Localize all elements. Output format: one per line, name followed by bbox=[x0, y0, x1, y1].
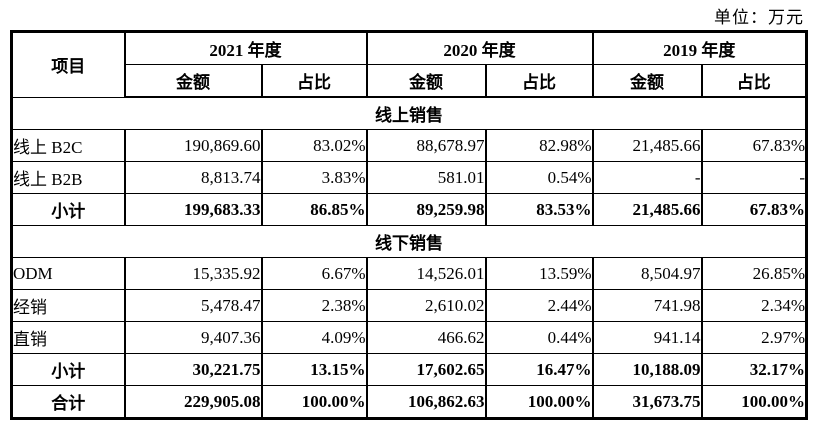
amount-2019-cell: 21,485.66 bbox=[591, 129, 703, 162]
amount-2020-cell: 466.62 bbox=[365, 321, 487, 354]
ratio-2021-cell: 13.15% bbox=[260, 353, 368, 386]
amount-2021-cell: 5,478.47 bbox=[123, 289, 263, 322]
amount-2019-cell: 10,188.09 bbox=[591, 353, 703, 386]
col-header-year-2020: 2020 年度 bbox=[365, 31, 594, 65]
amount-2020-cell: 17,602.65 bbox=[365, 353, 487, 386]
table-row-grand-total: 合计 229,905.08 100.00% 106,862.63 100.00%… bbox=[10, 385, 808, 419]
amount-2020-cell: 88,678.97 bbox=[365, 129, 487, 162]
row-label: 小计 bbox=[10, 193, 126, 226]
col-header-year-2019: 2019 年度 bbox=[591, 31, 808, 65]
header-row-metrics: 金额 占比 金额 占比 金额 占比 bbox=[12, 64, 808, 98]
table-row-online-subtotal: 小计 199,683.33 86.85% 89,259.98 83.53% 21… bbox=[10, 193, 808, 226]
amount-2020-cell: 106,862.63 bbox=[365, 385, 487, 419]
ratio-2021-cell: 3.83% bbox=[260, 161, 368, 194]
row-label: 经销 bbox=[10, 289, 126, 322]
row-label: ODM bbox=[10, 257, 126, 290]
table-row-online-b2b: 线上 B2B 8,813.74 3.83% 581.01 0.54% - - bbox=[10, 161, 808, 194]
col-header-ratio-2020: 占比 bbox=[484, 64, 594, 98]
table-row-odm: ODM 15,335.92 6.67% 14,526.01 13.59% 8,5… bbox=[10, 257, 808, 290]
col-header-item: 项目 bbox=[10, 31, 126, 98]
amount-2020-cell: 14,526.01 bbox=[365, 257, 487, 290]
section-title: 线上销售 bbox=[10, 96, 808, 130]
section-header-offline-sales: 线下销售 bbox=[10, 225, 808, 258]
table-row-direct-sales: 直销 9,407.36 4.09% 466.62 0.44% 941.14 2.… bbox=[10, 321, 808, 354]
ratio-2019-cell: 67.83% bbox=[700, 129, 808, 162]
section-header-online-sales: 线上销售 bbox=[10, 96, 808, 130]
col-header-ratio-2021: 占比 bbox=[260, 64, 368, 98]
ratio-2019-cell: 26.85% bbox=[700, 257, 808, 290]
ratio-2020-cell: 2.44% bbox=[484, 289, 594, 322]
table-row-offline-subtotal: 小计 30,221.75 13.15% 17,602.65 16.47% 10,… bbox=[10, 353, 808, 386]
row-label: 小计 bbox=[10, 353, 126, 386]
ratio-2019-cell: - bbox=[700, 161, 808, 194]
ratio-2021-cell: 2.38% bbox=[260, 289, 368, 322]
amount-2019-cell: 741.98 bbox=[591, 289, 703, 322]
row-label: 合计 bbox=[10, 385, 126, 419]
ratio-2019-cell: 2.97% bbox=[700, 321, 808, 354]
ratio-2020-cell: 16.47% bbox=[484, 353, 594, 386]
col-header-ratio-2019: 占比 bbox=[700, 64, 808, 98]
amount-2019-cell: 8,504.97 bbox=[591, 257, 703, 290]
row-label: 线上 B2B bbox=[10, 161, 126, 194]
amount-2019-cell: 21,485.66 bbox=[591, 193, 703, 226]
header-row-years: 项目 2021 年度 2020 年度 2019 年度 bbox=[10, 31, 808, 98]
section-title: 线下销售 bbox=[10, 225, 808, 258]
col-header-amount-2019: 金额 bbox=[591, 64, 703, 98]
amount-2021-cell: 190,869.60 bbox=[123, 129, 263, 162]
ratio-2019-cell: 100.00% bbox=[700, 385, 808, 419]
row-label: 线上 B2C bbox=[10, 129, 126, 162]
unit-label: 单位：万元 bbox=[714, 8, 804, 27]
amount-2019-cell: 941.14 bbox=[591, 321, 703, 354]
ratio-2020-cell: 83.53% bbox=[484, 193, 594, 226]
ratio-2020-cell: 100.00% bbox=[484, 385, 594, 419]
amount-2021-cell: 15,335.92 bbox=[123, 257, 263, 290]
amount-2020-cell: 2,610.02 bbox=[365, 289, 487, 322]
amount-2019-cell: 31,673.75 bbox=[591, 385, 703, 419]
amount-2021-cell: 199,683.33 bbox=[123, 193, 263, 226]
ratio-2021-cell: 100.00% bbox=[260, 385, 368, 419]
amount-2021-cell: 30,221.75 bbox=[123, 353, 263, 386]
amount-2020-cell: 581.01 bbox=[365, 161, 487, 194]
ratio-2019-cell: 67.83% bbox=[700, 193, 808, 226]
ratio-2020-cell: 82.98% bbox=[484, 129, 594, 162]
row-label: 直销 bbox=[10, 321, 126, 354]
amount-2021-cell: 229,905.08 bbox=[123, 385, 263, 419]
amount-2020-cell: 89,259.98 bbox=[365, 193, 487, 226]
ratio-2021-cell: 6.67% bbox=[260, 257, 368, 290]
sales-channel-table: 项目 2021 年度 2020 年度 2019 年度 金额 占比 金额 占比 金… bbox=[10, 30, 808, 420]
ratio-2019-cell: 2.34% bbox=[700, 289, 808, 322]
amount-2019-cell: - bbox=[591, 161, 703, 194]
amount-2021-cell: 8,813.74 bbox=[123, 161, 263, 194]
table-row-distribution: 经销 5,478.47 2.38% 2,610.02 2.44% 741.98 … bbox=[10, 289, 808, 322]
ratio-2019-cell: 32.17% bbox=[700, 353, 808, 386]
col-header-year-2021: 2021 年度 bbox=[123, 31, 368, 65]
col-header-amount-2021: 金额 bbox=[123, 64, 263, 98]
ratio-2021-cell: 4.09% bbox=[260, 321, 368, 354]
ratio-2020-cell: 0.54% bbox=[484, 161, 594, 194]
table-row-online-b2c: 线上 B2C 190,869.60 83.02% 88,678.97 82.98… bbox=[10, 129, 808, 162]
ratio-2020-cell: 13.59% bbox=[484, 257, 594, 290]
amount-2021-cell: 9,407.36 bbox=[123, 321, 263, 354]
ratio-2021-cell: 86.85% bbox=[260, 193, 368, 226]
ratio-2021-cell: 83.02% bbox=[260, 129, 368, 162]
col-header-amount-2020: 金额 bbox=[365, 64, 487, 98]
ratio-2020-cell: 0.44% bbox=[484, 321, 594, 354]
